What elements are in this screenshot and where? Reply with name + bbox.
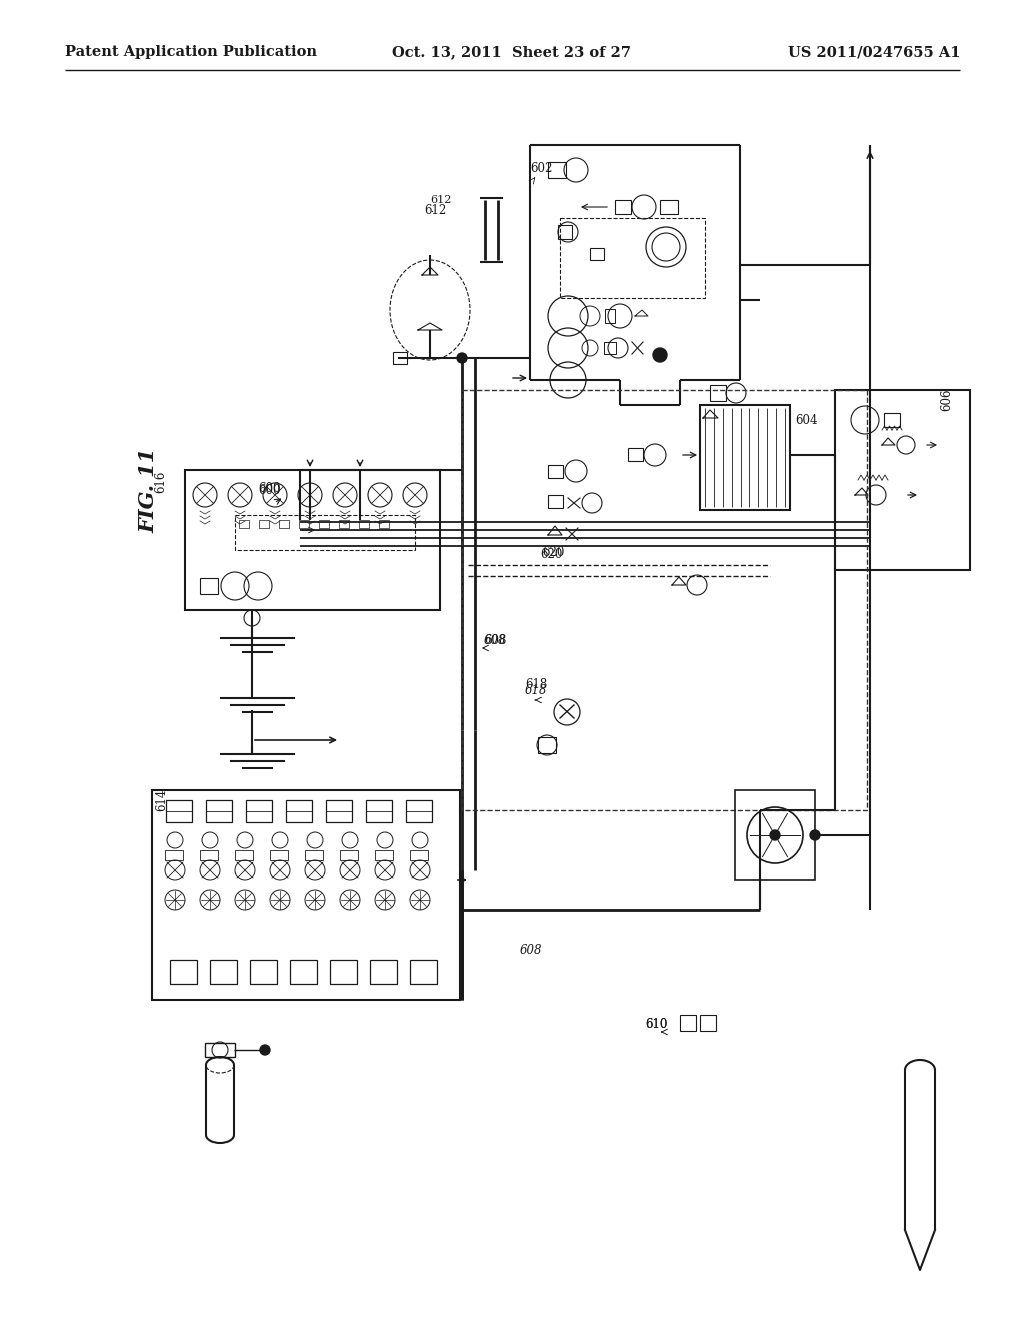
Text: 620: 620 — [540, 549, 562, 561]
Text: 612: 612 — [424, 203, 446, 216]
Bar — [165, 850, 183, 861]
Bar — [326, 800, 352, 822]
Circle shape — [457, 352, 467, 363]
Bar — [628, 447, 643, 461]
Bar — [286, 800, 312, 822]
Bar — [590, 248, 604, 260]
Bar — [305, 850, 323, 861]
Circle shape — [260, 1045, 270, 1055]
Bar — [710, 385, 726, 401]
Bar — [605, 309, 615, 323]
Bar — [239, 520, 249, 528]
Bar — [548, 495, 563, 508]
Text: 618: 618 — [525, 678, 547, 692]
Bar — [205, 1043, 234, 1057]
Bar — [393, 352, 407, 364]
Bar — [234, 850, 253, 861]
Bar — [604, 342, 616, 354]
Bar — [290, 960, 317, 983]
Bar — [259, 520, 269, 528]
Bar — [366, 800, 392, 822]
Bar — [558, 224, 572, 239]
Bar — [615, 201, 631, 214]
Bar — [410, 960, 437, 983]
Bar — [210, 960, 237, 983]
Text: 600: 600 — [258, 482, 281, 495]
Text: 600: 600 — [258, 483, 281, 496]
Text: Oct. 13, 2011  Sheet 23 of 27: Oct. 13, 2011 Sheet 23 of 27 — [392, 45, 632, 59]
Bar — [152, 789, 460, 1001]
Text: 606: 606 — [940, 389, 953, 412]
Bar — [538, 737, 556, 752]
Text: 608: 608 — [520, 944, 543, 957]
Bar — [340, 850, 358, 861]
Bar — [379, 520, 389, 528]
Bar — [735, 789, 815, 880]
Text: 610: 610 — [645, 1019, 668, 1031]
Bar — [166, 800, 193, 822]
Text: 610: 610 — [645, 1019, 668, 1031]
Circle shape — [810, 830, 820, 840]
Bar — [206, 800, 232, 822]
Bar — [370, 960, 397, 983]
Bar — [680, 1015, 696, 1031]
Bar — [462, 389, 867, 810]
Bar — [339, 520, 349, 528]
Text: 620: 620 — [542, 546, 564, 560]
Text: 618: 618 — [525, 684, 548, 697]
Bar — [279, 520, 289, 528]
Bar — [884, 413, 900, 426]
Bar — [250, 960, 278, 983]
Bar — [375, 850, 393, 861]
Bar — [234, 515, 415, 550]
Bar — [246, 800, 272, 822]
Text: US 2011/0247655 A1: US 2011/0247655 A1 — [787, 45, 961, 59]
Bar — [270, 850, 288, 861]
Bar — [410, 850, 428, 861]
Bar — [185, 470, 440, 610]
Text: 604: 604 — [795, 413, 817, 426]
Bar — [660, 201, 678, 214]
Bar — [200, 850, 218, 861]
Bar — [835, 389, 970, 570]
Bar — [299, 520, 309, 528]
Bar — [700, 405, 790, 510]
Bar — [170, 960, 197, 983]
Text: 616: 616 — [154, 471, 167, 494]
Bar — [319, 520, 329, 528]
Text: Patent Application Publication: Patent Application Publication — [65, 45, 317, 59]
Bar — [700, 1015, 716, 1031]
Bar — [200, 578, 218, 594]
Bar — [406, 800, 432, 822]
Text: 608: 608 — [484, 634, 507, 647]
Bar — [359, 520, 369, 528]
Bar — [330, 960, 357, 983]
Circle shape — [653, 348, 667, 362]
Text: 602: 602 — [530, 161, 552, 174]
Text: 612: 612 — [430, 195, 452, 205]
Bar — [548, 162, 566, 178]
Bar — [560, 218, 705, 298]
Text: 614: 614 — [155, 789, 168, 812]
Bar — [548, 465, 563, 478]
Text: 608: 608 — [484, 634, 507, 647]
Circle shape — [770, 830, 780, 840]
Text: FIG. 11: FIG. 11 — [138, 447, 158, 533]
